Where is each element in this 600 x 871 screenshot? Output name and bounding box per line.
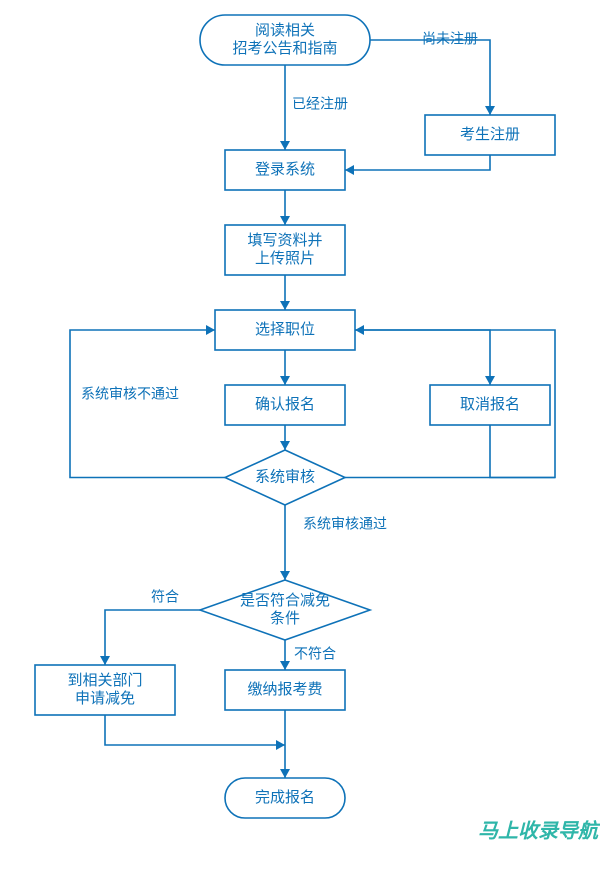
node-apply: 到相关部门申请减免 [35,665,175,715]
label-not_meets: 不符合 [294,646,336,662]
watermark-line1: 马上收录导航 [478,819,600,842]
node-fill-line1: 上传照片 [255,250,315,267]
node-apply-line0: 到相关部门 [67,672,142,689]
node-cancel-line0: 取消报名 [460,396,520,413]
node-pay: 缴纳报考费 [225,670,345,710]
node-apply-line1: 申请减免 [75,690,135,707]
node-waive-line0: 是否符合减免 [240,592,330,609]
label-meets: 符合 [151,589,179,605]
node-login-line0: 登录系统 [255,161,315,178]
label-audit_pass: 系统审核通过 [303,516,387,532]
node-waive-line1: 条件 [270,610,300,627]
label-registered: 已经注册 [292,96,348,112]
label-audit_fail: 系统审核不通过 [81,386,179,402]
node-fill: 填写资料并上传照片 [225,225,345,275]
node-waive: 是否符合减免条件 [200,580,370,640]
node-audit-line0: 系统审核 [255,468,315,485]
node-fill-line0: 填写资料并 [247,232,322,249]
node-start-line1: 招考公告和指南 [232,40,337,57]
node-audit: 系统审核 [225,450,345,505]
node-register-line0: 考生注册 [460,126,520,143]
node-cancel: 取消报名 [430,385,550,425]
node-confirm-line0: 确认报名 [255,396,315,413]
node-end: 完成报名 [225,778,345,818]
node-start: 阅读相关招考公告和指南 [200,15,370,65]
node-pay-line0: 缴纳报考费 [247,681,322,698]
node-select-line0: 选择职位 [255,321,315,338]
node-end-line0: 完成报名 [255,789,315,806]
node-register: 考生注册 [425,115,555,155]
node-select: 选择职位 [215,310,355,350]
node-login: 登录系统 [225,150,345,190]
label-not_registered: 尚未注册 [422,31,478,47]
node-start-line0: 阅读相关 [255,22,315,39]
node-confirm: 确认报名 [225,385,345,425]
